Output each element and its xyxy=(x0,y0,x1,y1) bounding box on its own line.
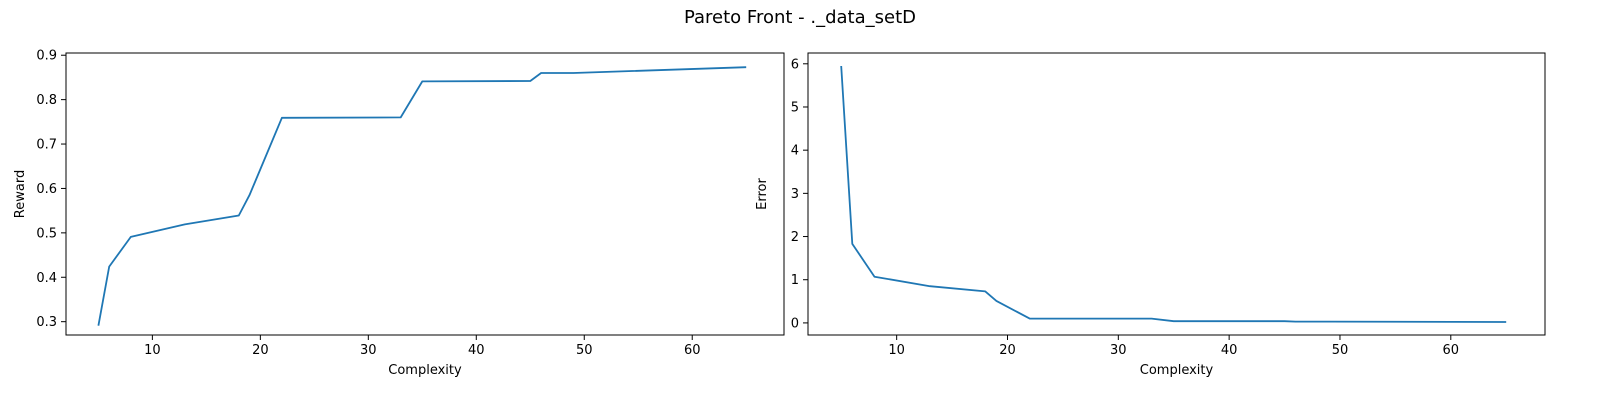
error-y-tick-label: 4 xyxy=(791,144,799,159)
reward-y-tick-label: 0.9 xyxy=(36,49,57,64)
error-y-tick-label: 5 xyxy=(791,100,799,115)
error-y-tick-label: 3 xyxy=(791,187,799,202)
reward-y-tick-label: 0.5 xyxy=(36,226,57,241)
error-y-tick-label: 6 xyxy=(791,57,799,72)
error-x-tick-label: 20 xyxy=(999,343,1016,358)
reward-y-tick-label: 0.7 xyxy=(36,138,57,153)
reward-x-tick-label: 30 xyxy=(360,343,377,358)
reward-x-tick-label: 40 xyxy=(468,343,485,358)
reward-y-tick-label: 0.8 xyxy=(36,93,57,108)
reward-x-tick-label: 10 xyxy=(144,343,161,358)
error-y-tick-label: 1 xyxy=(791,273,799,288)
error-chart: 10 20 30 40 50 60 0 1 2 3 4 5 6 Complexity Error xyxy=(755,52,1546,378)
reward-y-tick-label: 0.6 xyxy=(36,182,57,197)
error-x-tick-label: 50 xyxy=(1332,343,1349,358)
reward-y-tick-label: 0.4 xyxy=(36,271,57,286)
reward-series-line xyxy=(97,66,747,326)
error-x-tick-label: 30 xyxy=(1110,343,1127,358)
error-x-tick-label: 10 xyxy=(888,343,905,358)
figure-title: Pareto Front - ._data_setD xyxy=(684,7,916,28)
reward-y-tick-label: 0.3 xyxy=(36,315,57,330)
reward-x-tick-label: 20 xyxy=(252,343,269,358)
error-series-line xyxy=(840,65,1507,323)
reward-x-axis-label: Complexity xyxy=(388,363,462,378)
reward-plot-frame xyxy=(65,52,785,336)
error-plot-frame xyxy=(807,52,1546,336)
error-y-axis-label: Error xyxy=(755,178,770,210)
reward-x-tick-label: 60 xyxy=(684,343,701,358)
error-y-tick-label: 0 xyxy=(791,316,799,331)
error-y-tick-label: 2 xyxy=(791,230,799,245)
error-x-tick-label: 40 xyxy=(1221,343,1238,358)
reward-chart: 10 20 30 40 50 60 0.3 0.4 0.5 0.6 0.7 0.8 0.9 Complex… xyxy=(13,49,785,378)
reward-y-axis-label: Reward xyxy=(13,170,28,218)
error-x-tick-label: 60 xyxy=(1443,343,1460,358)
reward-x-tick-label: 50 xyxy=(576,343,593,358)
error-x-axis-label: Complexity xyxy=(1140,363,1214,378)
